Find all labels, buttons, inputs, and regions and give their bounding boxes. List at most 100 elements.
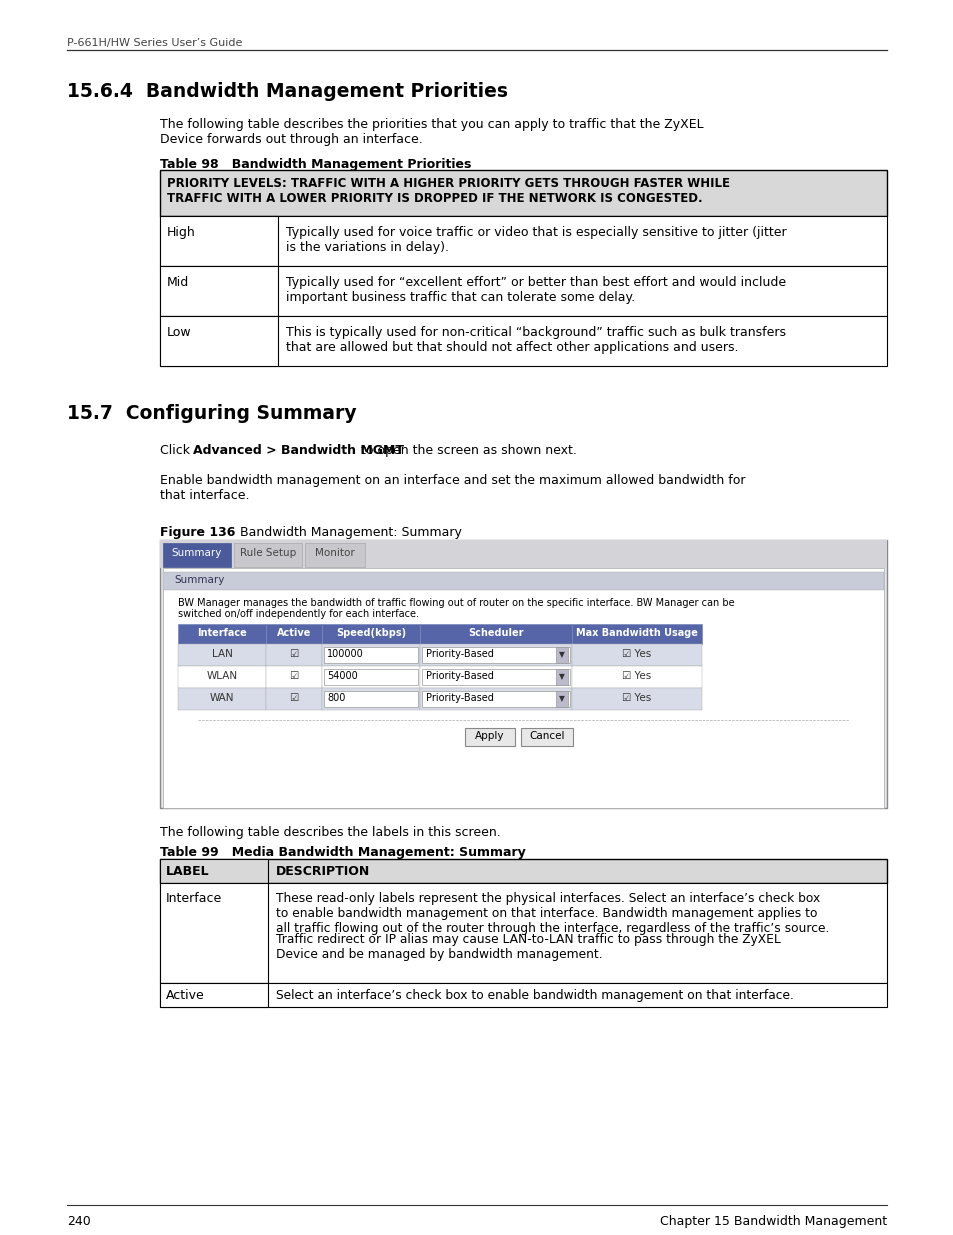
- Text: ☑: ☑: [289, 650, 298, 659]
- Text: 15.6.4  Bandwidth Management Priorities: 15.6.4 Bandwidth Management Priorities: [67, 82, 507, 101]
- Bar: [266, 688, 322, 710]
- Text: ☑: ☑: [289, 693, 298, 703]
- Text: ☑ Yes: ☑ Yes: [621, 693, 651, 703]
- Bar: [160, 983, 886, 1007]
- Bar: [160, 316, 277, 366]
- Bar: [160, 216, 277, 266]
- Bar: [178, 624, 266, 643]
- Bar: [572, 643, 701, 666]
- Text: Cancel: Cancel: [529, 731, 564, 741]
- Bar: [572, 666, 701, 688]
- Bar: [556, 669, 567, 685]
- Text: Table 98   Bandwidth Management Priorities: Table 98 Bandwidth Management Priorities: [160, 158, 471, 170]
- Text: 240: 240: [67, 1215, 91, 1228]
- Text: Priority-Based: Priority-Based: [426, 671, 494, 680]
- Bar: [160, 216, 886, 266]
- Text: Advanced > Bandwidth MGMT: Advanced > Bandwidth MGMT: [193, 445, 403, 457]
- Bar: [178, 643, 266, 666]
- Text: LABEL: LABEL: [166, 864, 210, 878]
- Bar: [266, 643, 322, 666]
- Text: ▼: ▼: [558, 694, 564, 703]
- Text: Typically used for voice traffic or video that is especially sensitive to jitter: Typically used for voice traffic or vide…: [286, 226, 786, 254]
- Bar: [421, 692, 569, 706]
- Text: Summary: Summary: [173, 576, 224, 585]
- Text: These read-only labels represent the physical interfaces. Select an interface’s : These read-only labels represent the phy…: [275, 892, 828, 935]
- Bar: [160, 883, 268, 983]
- Bar: [160, 540, 886, 808]
- Bar: [419, 666, 572, 688]
- Bar: [266, 624, 322, 643]
- Text: PRIORITY LEVELS: TRAFFIC WITH A HIGHER PRIORITY GETS THROUGH FASTER WHILE: PRIORITY LEVELS: TRAFFIC WITH A HIGHER P…: [167, 177, 729, 190]
- Text: Monitor: Monitor: [314, 548, 355, 558]
- Bar: [324, 669, 417, 685]
- Text: High: High: [167, 226, 195, 240]
- Bar: [322, 643, 419, 666]
- Text: TRAFFIC WITH A LOWER PRIORITY IS DROPPED IF THE NETWORK IS CONGESTED.: TRAFFIC WITH A LOWER PRIORITY IS DROPPED…: [167, 191, 702, 205]
- Bar: [266, 666, 322, 688]
- Text: Select an interface’s check box to enable bandwidth management on that interface: Select an interface’s check box to enabl…: [275, 989, 793, 1002]
- Text: Traffic redirect or IP alias may cause LAN-to-LAN traffic to pass through the Zy: Traffic redirect or IP alias may cause L…: [275, 932, 780, 961]
- Bar: [163, 543, 231, 567]
- Text: Mid: Mid: [167, 275, 189, 289]
- Text: 800: 800: [327, 693, 345, 703]
- Bar: [160, 883, 886, 983]
- Bar: [419, 688, 572, 710]
- Text: Speed(kbps): Speed(kbps): [335, 629, 406, 638]
- Text: switched on/off independently for each interface.: switched on/off independently for each i…: [178, 609, 418, 619]
- Bar: [572, 688, 701, 710]
- Text: Summary: Summary: [172, 548, 222, 558]
- Bar: [572, 624, 701, 643]
- Text: ▼: ▼: [558, 650, 564, 659]
- Text: Priority-Based: Priority-Based: [426, 693, 494, 703]
- Text: Max Bandwidth Usage: Max Bandwidth Usage: [576, 629, 698, 638]
- Text: Priority-Based: Priority-Based: [426, 650, 494, 659]
- Text: Table 99   Media Bandwidth Management: Summary: Table 99 Media Bandwidth Management: Sum…: [160, 846, 525, 860]
- Bar: [322, 666, 419, 688]
- Text: Interface: Interface: [197, 629, 247, 638]
- Text: to open the screen as shown next.: to open the screen as shown next.: [356, 445, 577, 457]
- Bar: [419, 624, 572, 643]
- Text: WLAN: WLAN: [206, 671, 237, 680]
- Text: WAN: WAN: [210, 693, 234, 703]
- Text: The following table describes the labels in this screen.: The following table describes the labels…: [160, 826, 500, 839]
- Bar: [160, 266, 277, 316]
- Bar: [160, 170, 886, 216]
- Bar: [421, 647, 569, 663]
- Text: Apply: Apply: [475, 731, 504, 741]
- Text: Scheduler: Scheduler: [468, 629, 523, 638]
- Bar: [163, 572, 883, 590]
- Text: Rule Setup: Rule Setup: [239, 548, 295, 558]
- Bar: [322, 624, 419, 643]
- Bar: [160, 316, 886, 366]
- Text: 100000: 100000: [327, 650, 363, 659]
- Text: DESCRIPTION: DESCRIPTION: [275, 864, 370, 878]
- Text: 15.7  Configuring Summary: 15.7 Configuring Summary: [67, 404, 356, 424]
- Bar: [160, 860, 268, 883]
- Text: Enable bandwidth management on an interface and set the maximum allowed bandwidt: Enable bandwidth management on an interf…: [160, 474, 744, 501]
- Text: BW Manager manages the bandwidth of traffic flowing out of router on the specifi: BW Manager manages the bandwidth of traf…: [178, 598, 734, 608]
- Text: 54000: 54000: [327, 671, 357, 680]
- Bar: [419, 643, 572, 666]
- Text: Active: Active: [276, 629, 311, 638]
- Text: ☑: ☑: [289, 671, 298, 680]
- Bar: [163, 568, 883, 808]
- Text: The following table describes the priorities that you can apply to traffic that : The following table describes the priori…: [160, 119, 703, 146]
- Text: Typically used for “excellent effort” or better than best effort and would inclu: Typically used for “excellent effort” or…: [286, 275, 785, 304]
- Bar: [160, 983, 268, 1007]
- Bar: [556, 692, 567, 706]
- Bar: [324, 692, 417, 706]
- Bar: [322, 688, 419, 710]
- Text: Interface: Interface: [166, 892, 222, 905]
- Text: LAN: LAN: [212, 650, 233, 659]
- Text: Active: Active: [166, 989, 205, 1002]
- Text: P-661H/HW Series User’s Guide: P-661H/HW Series User’s Guide: [67, 38, 242, 48]
- Bar: [160, 266, 886, 316]
- Bar: [464, 727, 515, 746]
- Text: Low: Low: [167, 326, 192, 338]
- Bar: [324, 647, 417, 663]
- Bar: [160, 860, 886, 883]
- Text: Bandwidth Management: Summary: Bandwidth Management: Summary: [232, 526, 461, 538]
- Bar: [233, 543, 302, 567]
- Text: Click: Click: [160, 445, 193, 457]
- Bar: [520, 727, 573, 746]
